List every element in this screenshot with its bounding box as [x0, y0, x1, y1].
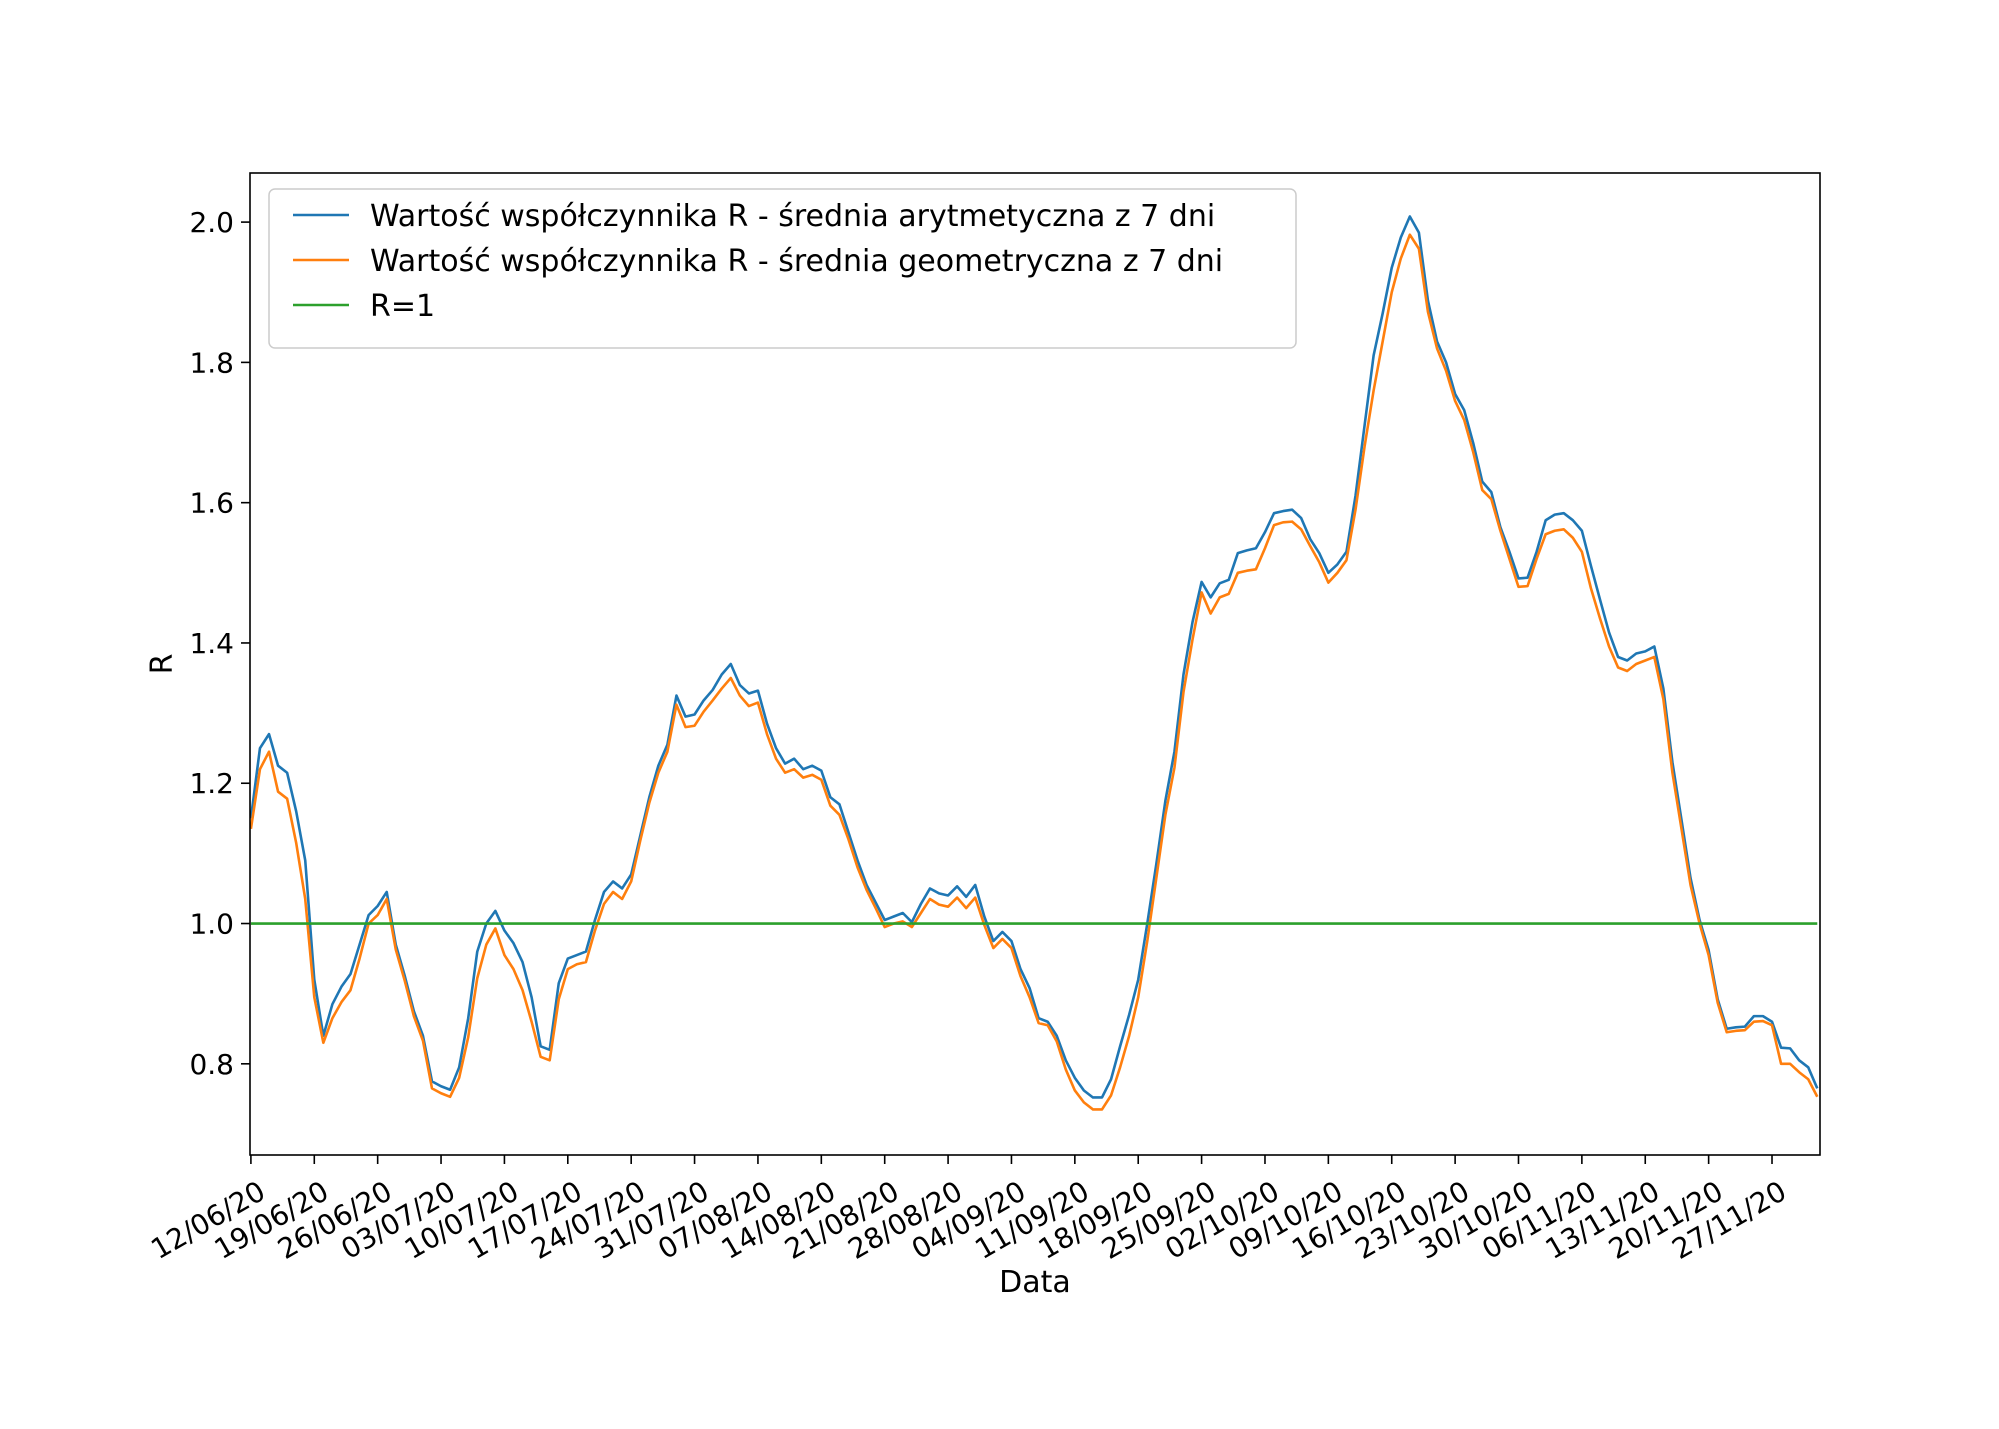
y-axis: 0.8 1.0 1.2 1.4 1.6 1.8 2.0 [189, 206, 250, 1081]
legend-label: Wartość współczynnika R - średnia arytme… [370, 199, 1215, 234]
legend: Wartość współczynnika R - średnia arytme… [268, 188, 1297, 349]
series-line-2 [250, 233, 1819, 1111]
legend-box [268, 188, 1297, 349]
y-tick-label: 0.8 [189, 1048, 234, 1081]
y-tick-label: 1.4 [189, 627, 234, 660]
y-tick-label: 1.6 [189, 487, 234, 520]
y-tick-label: 1.8 [189, 346, 234, 379]
plot-area [250, 215, 1819, 1111]
y-tick-label: 2.0 [189, 206, 234, 239]
y-tick-label: 1.2 [189, 767, 234, 800]
legend-label: R=1 [370, 289, 435, 324]
x-axis-label: Data [999, 1265, 1071, 1300]
series-line-1 [250, 215, 1819, 1099]
y-axis-label: R [145, 654, 180, 675]
legend-label: Wartość współczynnika R - średnia geomet… [370, 244, 1223, 279]
y-tick-label: 1.0 [189, 908, 234, 941]
plot-frame [249, 172, 1821, 1156]
